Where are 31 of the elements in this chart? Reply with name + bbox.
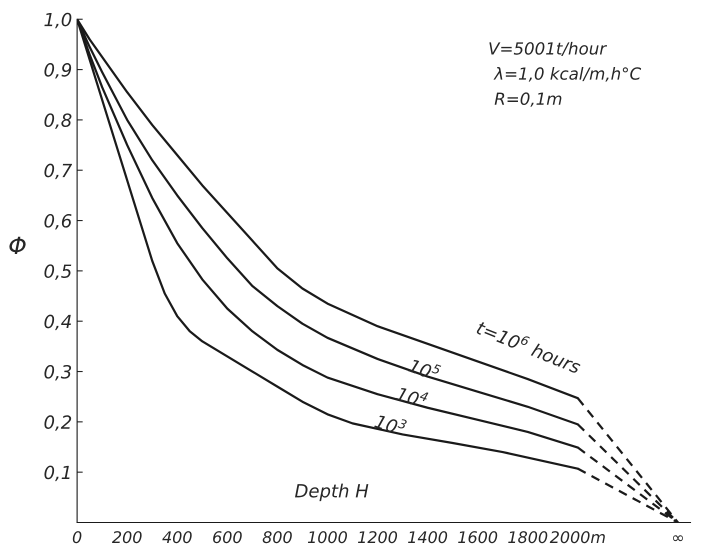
- y-tick-label: 0,9: [44, 63, 72, 79]
- x-tick-label: 800: [262, 531, 292, 544]
- y-tick-label: 0,3: [44, 364, 72, 380]
- annotation: 10$^{3}$: [374, 411, 408, 436]
- y-axis-title: Φ: [9, 236, 26, 254]
- x-tick-label: 1400: [408, 531, 448, 544]
- x-tick-label: 1200: [358, 531, 398, 544]
- x-tick-label: 400: [162, 531, 192, 544]
- x-tick-label: ∞: [673, 535, 683, 542]
- x-tick-label: 1000: [308, 531, 347, 544]
- x-tick-label: 0: [72, 531, 82, 544]
- annotation: 10$^{5}$: [408, 356, 442, 382]
- y-tick-label: 0,2: [44, 415, 72, 431]
- annotation: V=5001t/hour: [489, 42, 608, 56]
- y-tick-label: 1,0: [44, 12, 72, 28]
- annotation: t=10$^{6}$ hours: [476, 318, 584, 374]
- x-tick-label: 600: [213, 531, 242, 544]
- y-tick-label: 0,4: [44, 314, 71, 330]
- y-tick-label: 0,1: [44, 466, 70, 482]
- annotation: λ=1,0 kcal/m,h°C: [493, 66, 642, 82]
- annotation: 10$^{4}$: [396, 384, 429, 409]
- y-tick-label: 0,8: [44, 113, 72, 129]
- x-tick-label: 200: [112, 531, 142, 544]
- x-axis-title: Depth H: [294, 484, 368, 502]
- x-tick-label: 2000m: [550, 531, 605, 544]
- x-tick-label: 1800: [508, 531, 548, 544]
- annotation: R=0,1m: [494, 92, 562, 107]
- y-tick-label: 0,5: [44, 264, 72, 280]
- x-tick-label: 1600: [458, 531, 498, 544]
- y-tick-label: 0,7: [44, 164, 72, 180]
- y-tick-label: 0,6: [44, 214, 72, 230]
